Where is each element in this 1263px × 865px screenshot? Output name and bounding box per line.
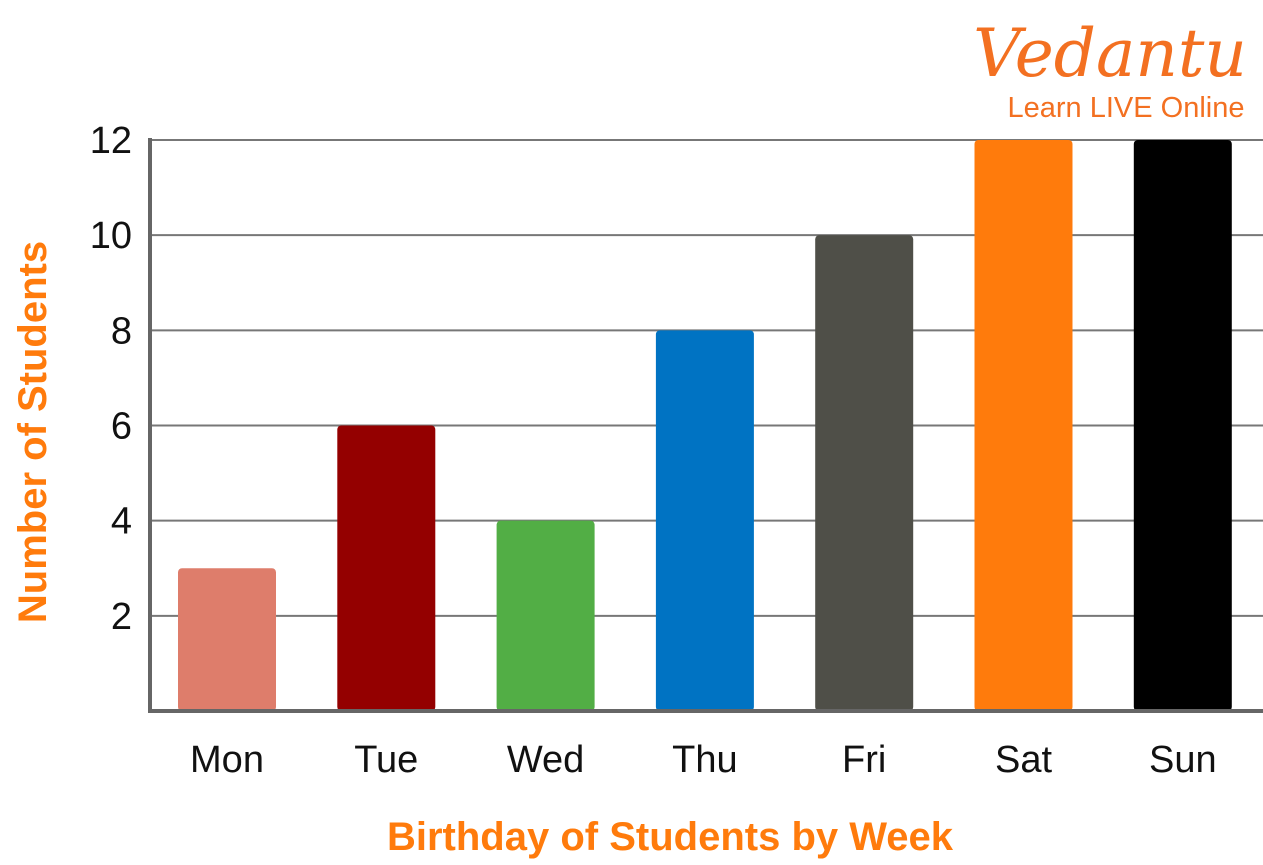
bars (178, 140, 1232, 711)
logo-wordmark: Vedantu (973, 15, 1247, 92)
x-tick-label: Sun (1149, 739, 1217, 781)
y-tick-label: 6 (111, 406, 132, 448)
bar-fri (815, 235, 914, 711)
x-tick-label: Thu (672, 739, 737, 781)
bar-sat (974, 140, 1073, 711)
x-tick-label: Wed (507, 739, 584, 781)
x-tick-labels: Mon Tue Wed Thu Fri Sat Sun (190, 739, 1217, 781)
bar-mon (178, 568, 276, 711)
y-tick-label: 4 (111, 501, 132, 543)
bar-sun (1133, 140, 1232, 711)
y-axis-label: Number of Students (11, 241, 55, 623)
bar-tue (337, 425, 436, 711)
y-tick-label: 12 (90, 120, 132, 162)
x-tick-label: Tue (354, 739, 418, 781)
vedantu-logo: Vedantu Learn LIVE Online (973, 15, 1247, 124)
y-tick-label: 8 (111, 310, 132, 352)
bar-wed (496, 520, 595, 711)
logo-tagline: Learn LIVE Online (1008, 92, 1245, 124)
x-tick-label: Fri (842, 739, 886, 781)
y-tick-label: 2 (111, 596, 132, 638)
x-tick-label: Sat (995, 739, 1052, 781)
x-axis-label: Birthday of Students by Week (387, 815, 954, 859)
x-tick-label: Mon (190, 739, 264, 781)
bar-thu (655, 330, 754, 711)
y-tick-labels: 2 4 6 8 10 12 (90, 120, 132, 638)
y-tick-label: 10 (90, 215, 132, 257)
